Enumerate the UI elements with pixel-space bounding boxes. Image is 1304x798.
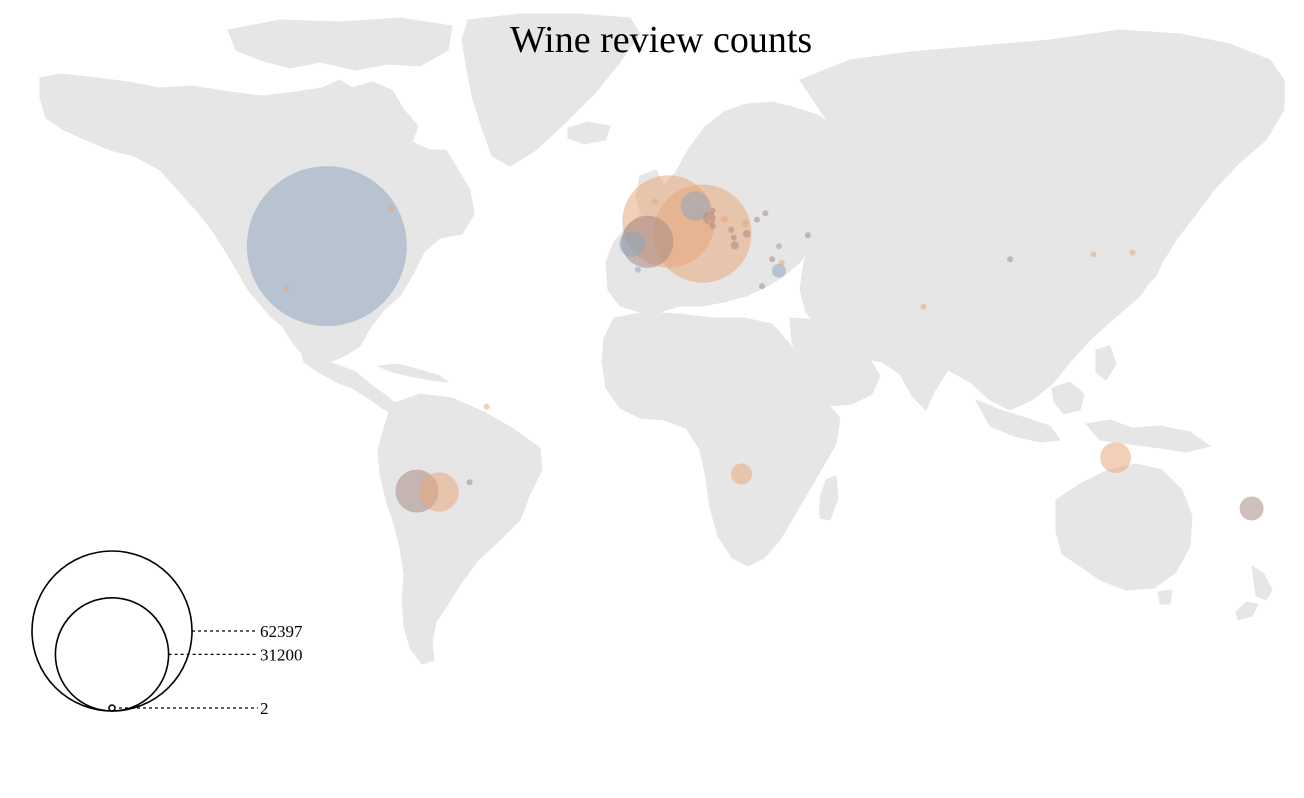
land-greenland <box>461 13 641 167</box>
land-africa <box>601 311 841 567</box>
legend-circle-mid <box>54 597 170 712</box>
bubble-macedonia[interactable] <box>730 234 737 241</box>
land-japan <box>1121 237 1167 299</box>
bubble-moldova[interactable] <box>753 216 760 223</box>
bubble-brazil[interactable] <box>483 403 490 410</box>
land-madagascar <box>819 475 839 521</box>
bubble-new-zealand[interactable] <box>1239 496 1264 521</box>
land-arctic-islands <box>227 17 453 71</box>
bubble-serbia[interactable] <box>728 226 735 233</box>
bubble-morocco[interactable] <box>634 266 641 273</box>
land-layer <box>39 13 1285 665</box>
bubble-israel[interactable] <box>772 263 786 278</box>
bubble-japan[interactable] <box>1129 249 1136 256</box>
legend-circle-max <box>31 550 193 712</box>
land-southeast-asia-islands <box>974 345 1212 453</box>
bubble-croatia[interactable] <box>709 223 716 230</box>
legend-label-min: 2 <box>260 699 269 718</box>
legend-label-mid: 31200 <box>260 645 303 664</box>
bubble-bulgaria[interactable] <box>742 230 751 238</box>
bubble-lebanon[interactable] <box>778 259 785 266</box>
bubble-england[interactable] <box>651 198 658 205</box>
land-australia <box>1055 463 1193 591</box>
bubble-georgia[interactable] <box>804 232 811 239</box>
bubble-cyprus[interactable] <box>769 256 776 263</box>
land-central-america <box>299 346 405 417</box>
bubble-india[interactable] <box>920 303 927 310</box>
bubble-canada[interactable] <box>388 205 395 212</box>
legend-label-max: 62397 <box>260 622 303 641</box>
land-asia <box>799 29 1285 411</box>
bubble-uruguay[interactable] <box>466 479 473 486</box>
bubble-australia[interactable] <box>1100 442 1131 473</box>
bubble-greece[interactable] <box>730 241 739 250</box>
legend-circle-min <box>108 704 116 712</box>
bubble-south-africa[interactable] <box>731 463 753 485</box>
bubble-romania[interactable] <box>741 219 749 227</box>
bubble-egypt[interactable] <box>759 283 765 290</box>
bubble-us[interactable] <box>246 166 407 327</box>
bubble-hungary[interactable] <box>720 215 729 223</box>
bubble-turkey[interactable] <box>776 243 782 250</box>
land-tasmania <box>1157 589 1173 605</box>
land-new-zealand <box>1235 564 1273 621</box>
bubble-czech-republic[interactable] <box>709 207 716 214</box>
size-legend: 62397 31200 2 <box>31 550 303 718</box>
land-iceland <box>567 121 611 145</box>
bubble-mexico[interactable] <box>283 285 289 292</box>
bubble-germany[interactable] <box>680 191 711 221</box>
bubble-south-korea[interactable] <box>1090 251 1097 258</box>
bubble-portugal[interactable] <box>619 231 645 257</box>
bubble-layer <box>246 166 1264 521</box>
bubble-argentina[interactable] <box>419 472 459 512</box>
land-south-america <box>377 393 543 665</box>
bubble-ukraine[interactable] <box>762 210 769 217</box>
land-caribbean <box>377 363 450 383</box>
map-title: Wine review counts <box>510 19 812 61</box>
bubble-china[interactable] <box>1007 256 1014 263</box>
